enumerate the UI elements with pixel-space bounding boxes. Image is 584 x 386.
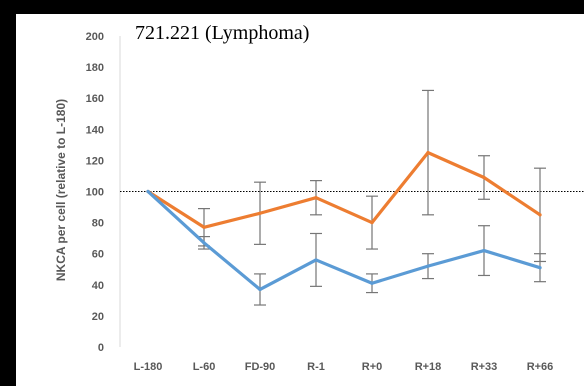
series-line xyxy=(146,151,542,229)
data-point xyxy=(146,189,150,194)
data-point xyxy=(370,281,374,285)
y-tick-label: 120 xyxy=(86,155,104,167)
data-point xyxy=(482,248,486,253)
x-tick-label: R+66 xyxy=(527,361,554,373)
axes: 0 20 40 60 80 100 120 140 160 180 200 L-180 L-60 FD-9… xyxy=(86,31,584,373)
x-tick-label: L-180 xyxy=(134,361,163,373)
data-point xyxy=(426,151,430,155)
y-tick-label: 100 xyxy=(86,187,104,199)
series-1 xyxy=(146,189,546,306)
y-tick-label: 40 xyxy=(92,280,104,292)
x-tick-label: R+0 xyxy=(362,361,383,373)
series-group xyxy=(146,89,546,306)
y-tick-label: 60 xyxy=(92,249,104,261)
data-point xyxy=(426,264,430,268)
x-tick-label: R+33 xyxy=(471,361,498,373)
y-tick-label: 20 xyxy=(92,311,104,323)
data-point xyxy=(482,175,486,180)
data-point xyxy=(202,241,206,245)
chart-title: 721.221 (Lymphoma) xyxy=(135,22,309,44)
y-axis-label: NKCA per cell (relative to L-180) xyxy=(54,99,68,281)
series-line xyxy=(146,189,542,292)
data-point xyxy=(370,221,374,225)
data-point xyxy=(202,225,206,229)
y-tick-label: 140 xyxy=(86,124,104,136)
data-point xyxy=(314,258,318,262)
x-tick-label: R+18 xyxy=(415,361,442,373)
chart-panel: 721.221 (Lymphoma) NKCA per cell (relati… xyxy=(16,14,584,386)
data-point xyxy=(258,287,262,292)
y-tick-label: 200 xyxy=(86,31,104,43)
y-tick-label: 180 xyxy=(86,62,104,74)
y-tick-label: 160 xyxy=(86,93,104,105)
data-point xyxy=(538,213,542,217)
x-tick-label: L-60 xyxy=(193,361,216,373)
x-tick-label: R-1 xyxy=(307,361,325,373)
y-tick-label: 0 xyxy=(98,342,104,354)
series-0 xyxy=(146,89,546,263)
data-point xyxy=(258,211,262,215)
data-point xyxy=(314,196,318,200)
line-chart: 721.221 (Lymphoma) NKCA per cell (relati… xyxy=(54,22,584,373)
x-tick-label: FD-90 xyxy=(245,361,276,373)
y-tick-label: 80 xyxy=(92,218,104,230)
data-point xyxy=(538,266,542,270)
